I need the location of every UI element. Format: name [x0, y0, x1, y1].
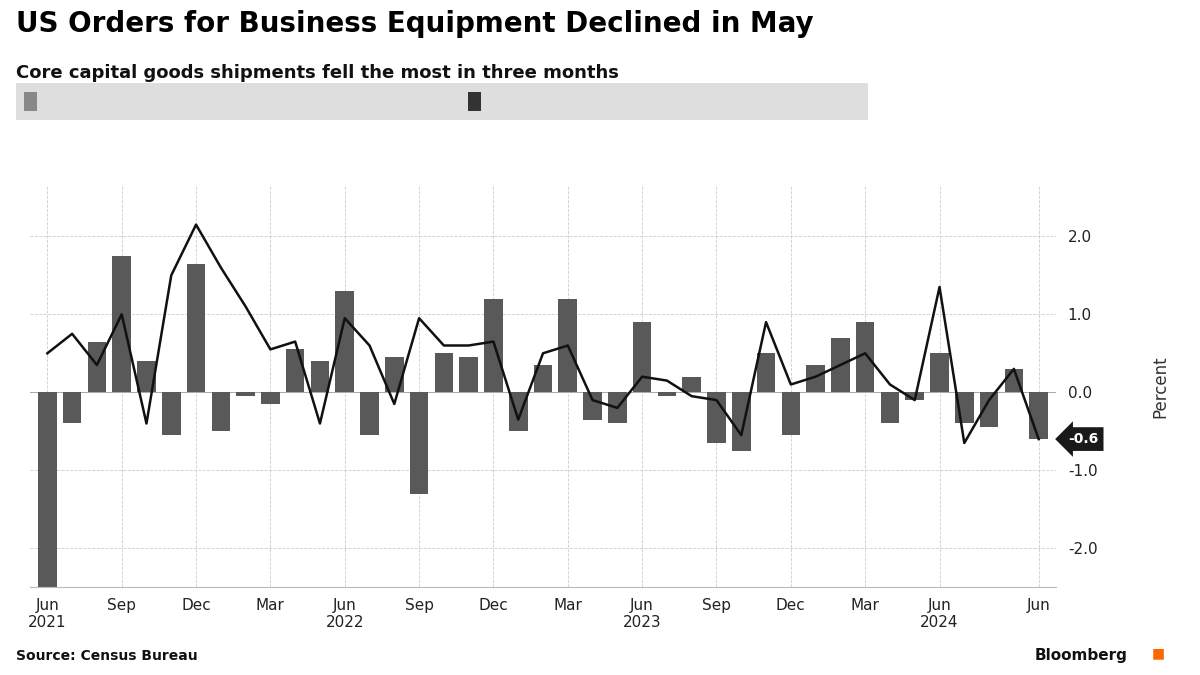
Text: ■: ■	[1152, 646, 1165, 660]
Bar	[38, 392, 56, 603]
Bar	[336, 291, 354, 392]
Bar	[62, 392, 82, 423]
Bar	[360, 392, 379, 435]
Bar	[88, 342, 107, 392]
Text: Source: Census Bureau: Source: Census Bureau	[16, 649, 197, 663]
Text: Change in core capital goods shipments (MoM): Change in core capital goods shipments (…	[485, 95, 798, 108]
Bar	[484, 299, 503, 392]
Text: -0.6: -0.6	[1068, 432, 1099, 446]
Text: Core capital goods shipments fell the most in three months: Core capital goods shipments fell the mo…	[16, 64, 618, 82]
Bar	[683, 377, 701, 392]
Bar	[1004, 369, 1024, 392]
Bar	[806, 365, 824, 392]
Bar	[236, 392, 254, 396]
Bar	[583, 392, 602, 420]
Bar	[632, 322, 652, 392]
Bar	[434, 353, 454, 392]
Bar	[979, 392, 998, 427]
Bar	[832, 338, 850, 392]
Bar	[856, 322, 875, 392]
Bar	[409, 392, 428, 493]
Bar	[1030, 392, 1048, 439]
Bar	[137, 361, 156, 392]
Text: Change in orders for non-defense capital goods ex-air (MoM): Change in orders for non-defense capital…	[41, 95, 446, 108]
Text: US Orders for Business Equipment Declined in May: US Orders for Business Equipment Decline…	[16, 10, 814, 38]
Bar	[558, 299, 577, 392]
Text: Bloomberg: Bloomberg	[1036, 648, 1128, 663]
Bar	[906, 392, 924, 400]
Bar	[286, 350, 305, 392]
Bar	[509, 392, 528, 431]
Y-axis label: Percent: Percent	[1151, 355, 1169, 418]
Bar	[262, 392, 280, 404]
Bar	[608, 392, 626, 423]
Bar	[930, 353, 949, 392]
Bar	[881, 392, 899, 423]
Bar	[113, 256, 131, 392]
Bar	[162, 392, 180, 435]
Bar	[757, 353, 775, 392]
Bar	[385, 357, 403, 392]
Bar	[534, 365, 552, 392]
Bar	[732, 392, 750, 451]
Bar	[211, 392, 230, 431]
Bar	[187, 264, 205, 392]
Bar	[955, 392, 973, 423]
Bar	[658, 392, 677, 396]
Bar	[460, 357, 478, 392]
Bar	[707, 392, 726, 443]
Bar	[781, 392, 800, 435]
Bar	[311, 361, 329, 392]
